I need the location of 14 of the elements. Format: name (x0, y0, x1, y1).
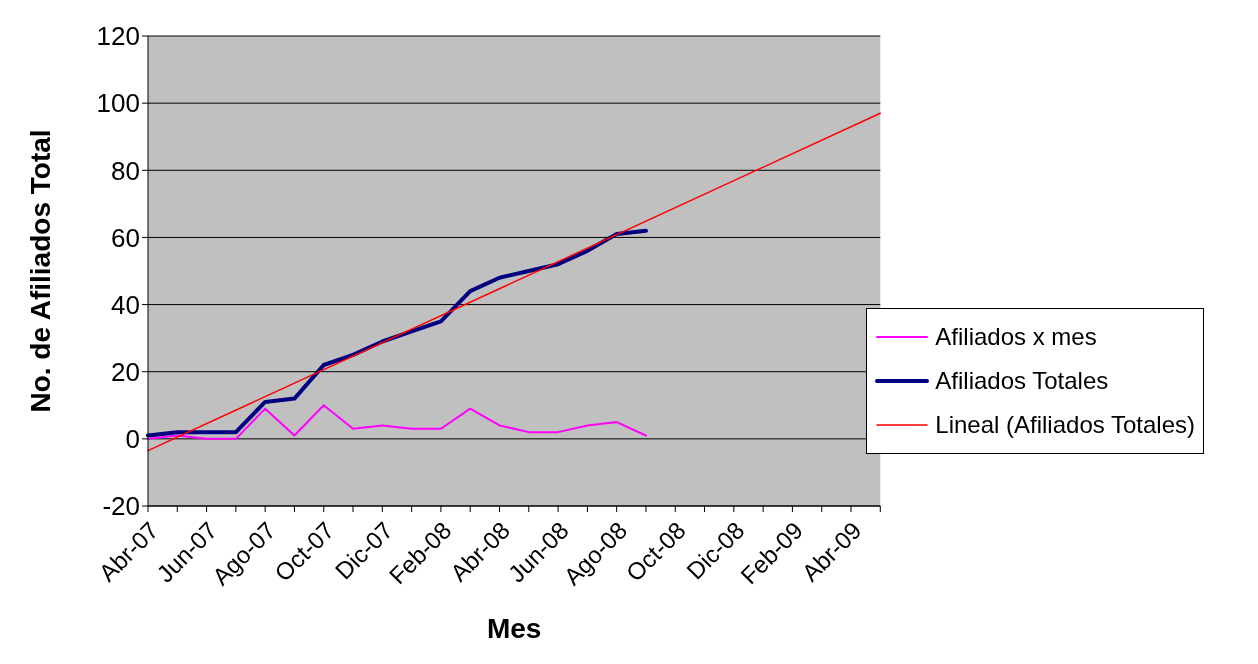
y-tick-label: 120 (96, 21, 140, 52)
line-series (147, 404, 647, 440)
y-tick-label: 40 (111, 289, 140, 320)
x-axis-title: Mes (486, 613, 542, 644)
y-tick-label: 20 (111, 356, 140, 387)
y-tick-label: 0 (125, 424, 140, 455)
y-tick-label: -20 (102, 491, 140, 522)
y-axis-title: No. de Afiliados Total (24, 129, 56, 413)
legend-label: Afiliados Totales (935, 367, 1109, 395)
y-tick-label: 60 (111, 222, 140, 253)
legend-label: Afiliados x mes (935, 323, 1097, 351)
y-tick-label: 80 (111, 155, 140, 186)
y-tick-label: 100 (96, 88, 140, 119)
legend-label: Lineal (Afiliados Totales) (935, 411, 1195, 439)
